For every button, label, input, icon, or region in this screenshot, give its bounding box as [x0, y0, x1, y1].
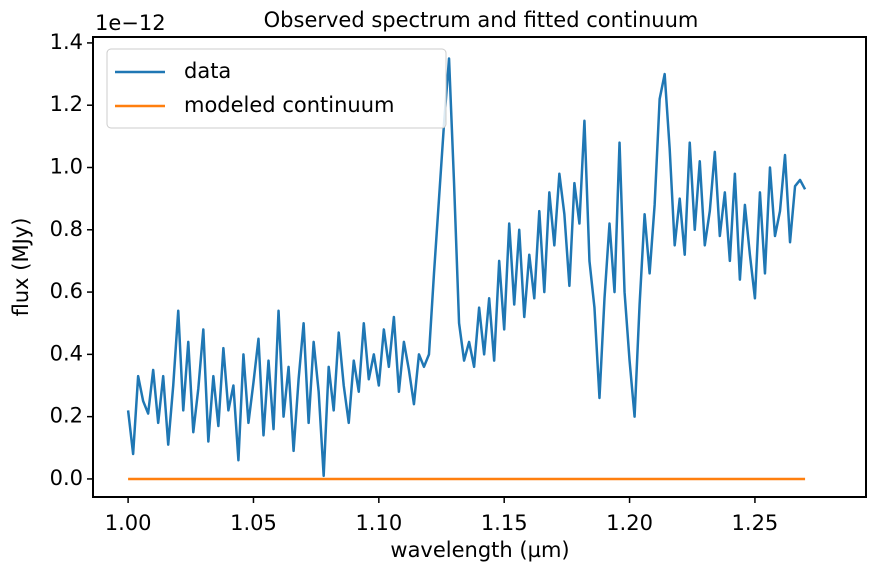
x-tick-label: 1.25	[732, 511, 779, 535]
legend-label: modeled continuum	[184, 93, 394, 117]
x-tick-label: 1.15	[481, 511, 528, 535]
x-tick-label: 1.20	[606, 511, 653, 535]
x-tick-label: 1.00	[105, 511, 152, 535]
legend-box	[106, 48, 447, 129]
x-tick-label: 1.05	[230, 511, 277, 535]
y-offset-label: 1e−12	[95, 11, 166, 35]
y-axis-label: flux (MJy)	[9, 218, 33, 317]
y-tick-label: 1.4	[50, 30, 83, 54]
series-line	[126, 57, 807, 478]
y-tick-label: 0.8	[50, 217, 83, 241]
y-tick-label: 1.0	[50, 154, 83, 178]
chart-title: Observed spectrum and fitted continuum	[264, 8, 699, 32]
y-tick-label: 0.2	[50, 404, 83, 428]
x-tick-label: 1.10	[355, 511, 402, 535]
y-tick-label: 1.2	[50, 92, 83, 116]
y-tick-label: 0.6	[50, 279, 83, 303]
plot-frame	[92, 36, 867, 498]
legend-label: data	[184, 59, 231, 83]
y-tick-label: 0.4	[50, 341, 83, 365]
y-tick-label: 0.0	[50, 466, 83, 490]
x-axis-label: wavelength (µm)	[390, 538, 569, 562]
